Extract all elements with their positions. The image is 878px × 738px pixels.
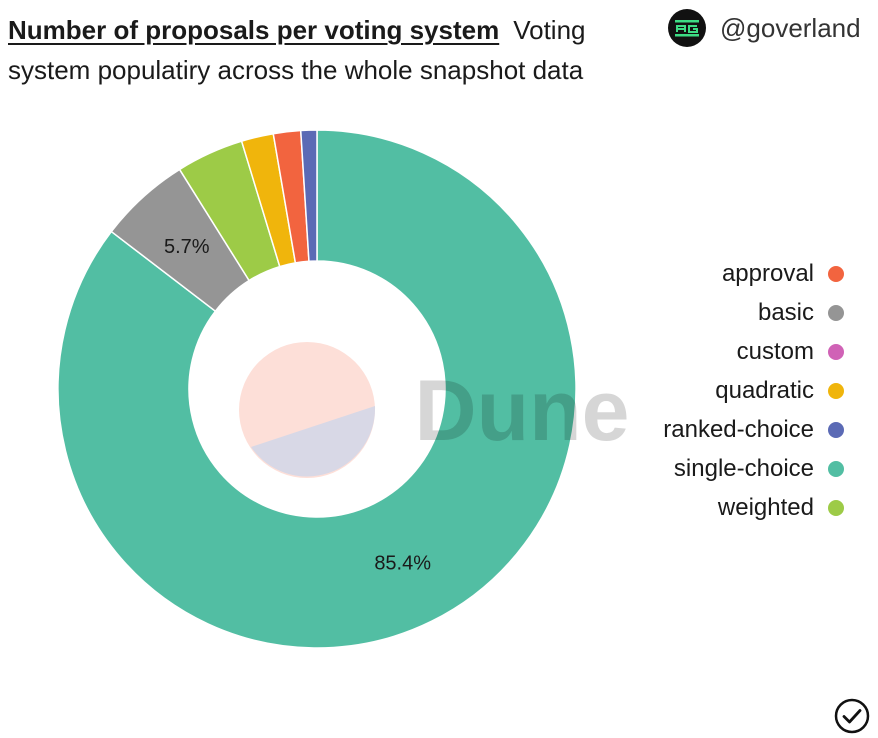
legend-item-custom[interactable]: custom [663,332,844,371]
brand: @goverland [668,8,861,48]
legend-swatch [828,343,844,360]
brand-handle[interactable]: @goverland [720,12,861,43]
chart-legend: approval basic custom quadratic ranked-choic… [663,254,844,527]
legend-item-single-choice[interactable]: single-choice [663,449,844,488]
legend-label: basic [757,298,814,326]
center-pie-bottom [251,406,376,477]
chart-title[interactable]: Number of proposals per voting system [8,15,500,45]
legend-label: quadratic [715,376,814,404]
legend-swatch [828,265,844,282]
legend-swatch [828,421,844,438]
chart-subtitle: Voting system populatiry across the whol… [8,15,586,85]
chart-header: Number of proposals per voting system Vot… [8,10,648,90]
legend-label: ranked-choice [663,415,814,443]
slice-single-choice[interactable] [57,129,577,649]
legend-item-weighted[interactable]: weighted [663,488,844,527]
legend-label: weighted [717,493,814,521]
watermark: Dune [415,363,630,459]
legend-label: custom [736,337,814,365]
legend-item-approval[interactable]: approval [663,254,844,293]
legend-swatch [828,382,844,399]
legend-swatch [828,499,844,516]
check-circle-icon[interactable] [834,698,870,734]
legend-item-basic[interactable]: basic [663,293,844,332]
legend-label: approval [721,259,814,287]
goverland-logo-icon [668,9,706,47]
legend-item-ranked-choice[interactable]: ranked-choice [663,410,844,449]
legend-label: single-choice [673,454,814,482]
legend-item-quadratic[interactable]: quadratic [663,371,844,410]
slice-label-basic: 5.7% [164,236,210,258]
legend-swatch [828,460,844,477]
legend-swatch [828,304,844,321]
slice-label-single-choice: 85.4% [374,553,431,575]
slice-ranked-choice[interactable] [299,129,318,263]
